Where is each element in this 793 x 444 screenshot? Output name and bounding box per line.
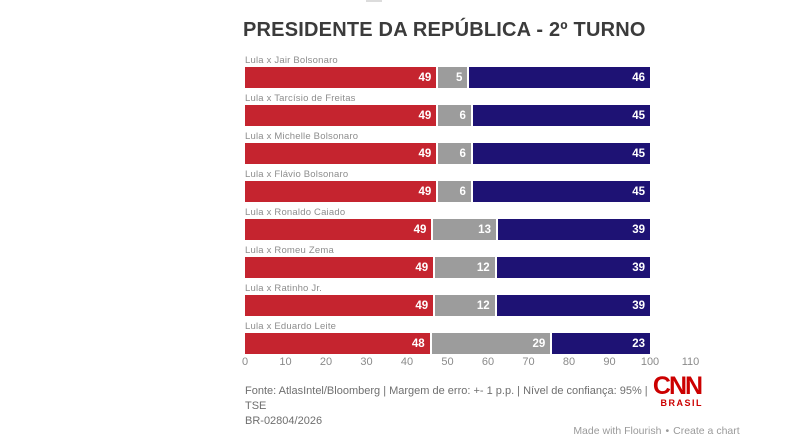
x-axis-tick-label: 90	[603, 356, 616, 368]
segment-value-label: 6	[459, 109, 466, 122]
segment-value-label: 49	[415, 261, 429, 274]
source-note-line2: BR-02804/2026	[245, 415, 323, 427]
create-a-chart-link[interactable]: Create a chart	[673, 425, 740, 437]
flourish-attribution: Made with Flourish • Create a chart	[520, 425, 793, 437]
table-row: Lula x Tarcísio de Freitas 49 6 45	[245, 92, 691, 130]
lula-red-segment: 48	[245, 333, 430, 354]
x-axis-tick-label: 80	[562, 356, 576, 368]
stacked-bar: 49 12 39	[245, 257, 650, 278]
x-axis-tick-label: 100	[640, 356, 660, 368]
made-with-flourish-link[interactable]: Made with Flourish	[573, 425, 662, 437]
matchup-label: Lula x Jair Bolsonaro	[245, 55, 338, 66]
neutral-gray-segment: 5	[436, 67, 468, 88]
x-axis-tick-label: 70	[522, 356, 535, 368]
lula-red-segment: 49	[245, 181, 437, 202]
segment-value-label: 6	[459, 147, 466, 160]
segment-value-label: 49	[413, 223, 427, 236]
neutral-gray-segment: 13	[431, 219, 496, 240]
x-axis: 0 10 20 30 40 50 60 70 80 90 100 110	[241, 356, 699, 370]
bar-rows: Lula x Jair Bolsonaro 49 5 46 Lula x Tarcísi…	[245, 54, 691, 358]
cnn-brasil-logo: CNN BRASIL	[649, 372, 705, 409]
x-axis-tick-label: 50	[441, 356, 454, 368]
neutral-gray-segment: 6	[436, 105, 471, 126]
x-axis-tick-label: 60	[481, 356, 495, 368]
table-row: Lula x Flávio Bolsonaro 49 6 45	[245, 168, 691, 206]
segment-value-label: 48	[411, 337, 425, 350]
matchup-label: Lula x Eduardo Leite	[245, 321, 337, 332]
lula-red-segment: 49	[245, 143, 437, 164]
segment-value-label: 39	[632, 299, 645, 312]
opponent-navy-segment: 45	[470, 143, 650, 164]
opponent-navy-segment: 45	[470, 181, 650, 202]
matchup-label: Lula x Tarcísio de Freitas	[245, 93, 356, 104]
matchup-label: Lula x Romeu Zema	[245, 245, 334, 256]
x-axis-tick-label: 40	[400, 356, 414, 368]
segment-value-label: 39	[632, 223, 645, 236]
matchup-label: Lula x Ratinho Jr.	[245, 283, 323, 294]
lula-red-segment: 49	[245, 67, 437, 88]
segment-value-label: 49	[418, 71, 432, 84]
lula-red-segment: 49	[245, 257, 434, 278]
table-row: Lula x Ratinho Jr. 49 12 39	[245, 282, 691, 320]
cnn-logo-text: CNN	[652, 372, 703, 400]
x-axis-tick-label: 20	[319, 356, 333, 368]
crop-artifact	[366, 0, 382, 2]
neutral-gray-segment: 12	[433, 257, 495, 278]
lula-red-segment: 49	[245, 295, 434, 316]
stacked-bar: 49 6 45	[245, 105, 650, 126]
segment-value-label: 46	[632, 71, 645, 84]
matchup-label: Lula x Michelle Bolsonaro	[245, 131, 359, 142]
stacked-bar: 49 6 45	[245, 181, 650, 202]
stacked-bar: 49 13 39	[245, 219, 650, 240]
matchup-label: Lula x Ronaldo Caiado	[245, 207, 346, 218]
segment-value-label: 49	[418, 147, 432, 160]
segment-value-label: 49	[418, 109, 432, 122]
segment-value-label: 13	[478, 223, 491, 236]
neutral-gray-segment: 6	[436, 143, 471, 164]
x-axis-tick-label: 10	[279, 356, 292, 368]
segment-value-label: 39	[632, 261, 645, 274]
segment-value-label: 5	[455, 71, 463, 84]
source-note-line1: Fonte: AtlasIntel/Bloomberg | Margem de …	[245, 385, 648, 412]
stacked-bar: 49 12 39	[245, 295, 650, 316]
source-note: Fonte: AtlasIntel/Bloomberg | Margem de …	[245, 384, 650, 429]
stacked-bar: 49 6 45	[245, 143, 650, 164]
table-row: Lula x Romeu Zema 49 12 39	[245, 244, 691, 282]
opponent-navy-segment: 39	[494, 295, 650, 316]
table-row: Lula x Jair Bolsonaro 49 5 46	[245, 54, 691, 92]
table-row: Lula x Eduardo Leite 48 29 23	[245, 320, 691, 358]
neutral-gray-segment: 29	[429, 333, 551, 354]
table-row: Lula x Ronaldo Caiado 49 13 39	[245, 206, 691, 244]
segment-value-label: 45	[632, 185, 645, 198]
opponent-navy-segment: 39	[495, 219, 650, 240]
segment-value-label: 29	[532, 337, 546, 350]
segment-value-label: 45	[632, 109, 645, 122]
matchup-label: Lula x Flávio Bolsonaro	[245, 169, 349, 180]
opponent-navy-segment: 45	[470, 105, 650, 126]
segment-value-label: 45	[632, 147, 645, 160]
attribution-separator: •	[665, 425, 670, 437]
lula-red-segment: 49	[245, 219, 432, 240]
opponent-navy-segment: 39	[494, 257, 650, 278]
stacked-bar: 48 29 23	[245, 333, 651, 354]
segment-value-label: 49	[418, 185, 432, 198]
x-axis-tick-label: 0	[241, 356, 249, 368]
chart-title: PRESIDENTE DA REPÚBLICA - 2º TURNO	[243, 19, 646, 41]
segment-value-label: 23	[632, 337, 646, 350]
segment-value-label: 12	[476, 299, 490, 312]
segment-value-label: 12	[476, 261, 490, 274]
opponent-navy-segment: 23	[550, 333, 651, 354]
lula-red-segment: 49	[245, 105, 437, 126]
x-axis-tick-label: 30	[360, 356, 373, 368]
neutral-gray-segment: 6	[436, 181, 471, 202]
stacked-bar: 49 5 46	[245, 67, 650, 88]
segment-value-label: 6	[459, 185, 466, 198]
neutral-gray-segment: 12	[433, 295, 495, 316]
opponent-navy-segment: 46	[467, 67, 650, 88]
cnn-brasil-text: BRASIL	[660, 398, 703, 408]
x-axis-tick-label: 110	[681, 356, 700, 368]
table-row: Lula x Michelle Bolsonaro 49 6 45	[245, 130, 691, 168]
segment-value-label: 49	[415, 299, 429, 312]
